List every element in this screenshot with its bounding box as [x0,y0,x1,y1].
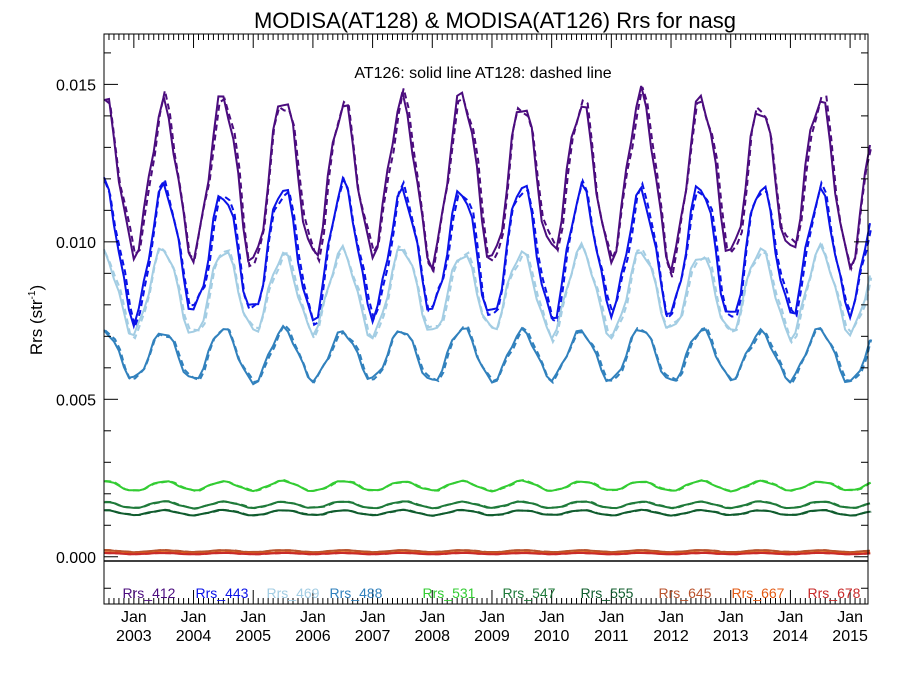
series-line-at126-rrs-469 [103,241,871,343]
series-line-at126-rrs-488 [103,324,871,386]
legend-item-rrs-531: Rrs_531 [423,585,476,601]
x-tick-month-label: Jan [121,609,147,626]
x-tick-month-label: Jan [360,609,386,626]
x-tick-month-label: Jan [598,609,624,626]
chart-title: MODISA(AT128) & MODISA(AT126) Rrs for na… [254,8,736,33]
x-tick-year-label: 2003 [116,628,152,645]
series-layer [103,85,873,556]
x-tick-month-label: Jan [778,609,804,626]
legend-item-rrs-667: Rrs_667 [732,585,785,601]
x-tick-month-label: Jan [718,609,744,626]
legend-item-rrs-443: Rrs_443 [196,585,249,601]
legend-item-rrs-412: Rrs_412 [123,585,176,601]
y-tick-label: 0.005 [56,392,96,409]
x-tick-month-label: Jan [181,609,207,626]
series-line-at126-rrs-555 [103,508,871,517]
x-tick-month-label: Jan [240,609,266,626]
legend-item-rrs-645: Rrs_645 [659,585,712,601]
plot-frame [103,33,869,605]
series-line-at126-rrs-531 [103,479,871,493]
x-tick-year-label: 2015 [832,628,868,645]
x-tick-year-label: 2013 [713,628,749,645]
x-tick-month-label: Jan [539,609,565,626]
series-line-at126-rrs-443 [103,175,871,330]
x-tick-month-label: Jan [419,609,445,626]
x-tick-year-label: 2012 [653,628,689,645]
legend-item-rrs-547: Rrs_547 [503,585,556,601]
line-style-annotation: AT126: solid line AT128: dashed line [354,65,611,82]
y-tick-label: 0.000 [56,550,96,567]
x-tick-year-label: 2009 [474,628,510,645]
x-tick-month-label: Jan [837,609,863,626]
legend-item-rrs-488: Rrs_488 [330,585,383,601]
ticks-layer: 0.000 0.005 0.010 0.015 Jan 2003 Jan 2004 Jan 200… [56,34,868,645]
x-tick-year-label: 2008 [414,628,450,645]
x-tick-month-label: Jan [479,609,505,626]
x-tick-year-label: 2004 [176,628,212,645]
legend: Rrs_412 Rrs_443 Rrs_469 Rrs_488 Rrs_531 Rrs_5… [123,585,861,601]
series-line-at126-rrs-412 [103,85,871,276]
y-tick-label: 0.010 [56,235,96,252]
x-tick-year-label: 2006 [295,628,331,645]
legend-item-rrs-678: Rrs_678 [808,585,861,601]
series-line-at126-rrs-547 [103,500,871,510]
series-line-at126-rrs-678 [103,551,871,556]
legend-item-rrs-555: Rrs_555 [581,585,634,601]
series-line-at126-rrs-645 [103,549,871,554]
y-axis-label: Rrs (str-1) [27,285,46,355]
x-tick-month-label: Jan [300,609,326,626]
x-tick-year-label: 2005 [235,628,271,645]
x-tick-year-label: 2011 [594,628,629,645]
x-tick-month-label: Jan [658,609,684,626]
x-tick-year-label: 2007 [355,628,391,645]
series-line-at128-rrs-412 [104,86,873,278]
legend-item-rrs-469: Rrs_469 [267,585,320,601]
x-tick-year-label: 2014 [773,628,809,645]
series-line-at128-rrs-443 [104,176,873,331]
y-tick-label: 0.015 [56,77,96,94]
x-tick-year-label: 2010 [534,628,570,645]
